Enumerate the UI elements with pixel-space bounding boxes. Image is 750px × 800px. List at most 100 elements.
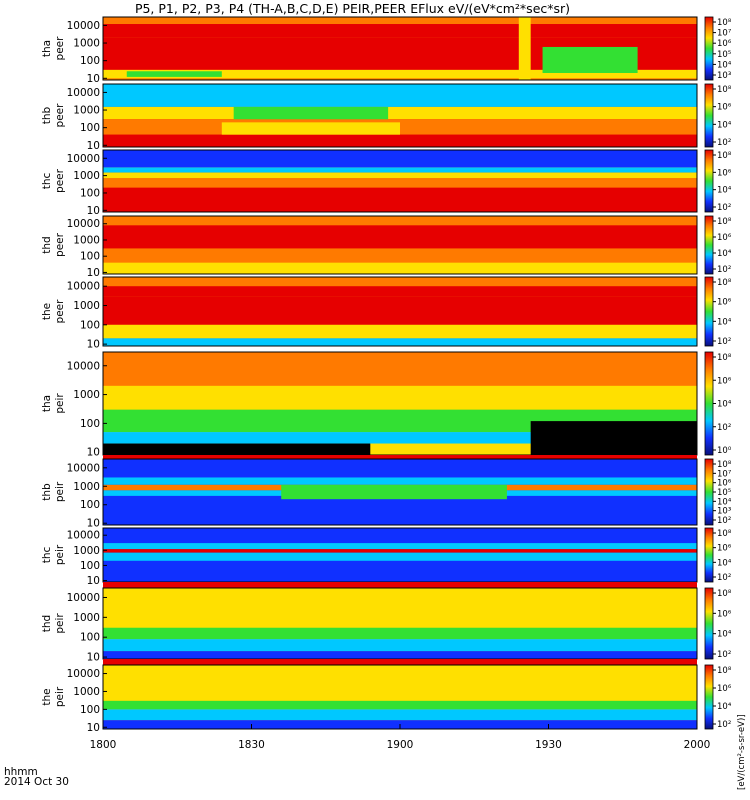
panel-probe-label: tha	[41, 40, 53, 57]
y-tick-label: 1000	[73, 545, 100, 557]
x-tick-label: 1930	[535, 739, 562, 751]
spectrogram-panel-thc-peer: 10000 1000 100 10 thc peer 10⁸ 10⁶ 10⁴ 10²	[41, 149, 732, 217]
panel-probe-label: thd	[41, 615, 53, 632]
y-tick-label: 100	[80, 632, 100, 644]
panel-frame	[102, 83, 698, 148]
panel-species-label: peir	[54, 613, 66, 634]
spectrogram-panel-thc-peir: 10000 1000 100 10 thc peir 10⁸ 10⁶ 10⁴ 10²	[41, 527, 732, 588]
panel-probe-label: thb	[41, 106, 53, 124]
colorbar-tick-label: 10⁶	[717, 544, 732, 554]
colorbar-tick-label: 10⁸	[717, 353, 732, 363]
y-tick-label: 100	[80, 251, 100, 263]
colorbar-tick-label: 10⁴	[717, 60, 732, 70]
panel-frame	[102, 458, 698, 526]
panel-species-label: peer	[54, 36, 66, 61]
y-tick-label: 1000	[73, 612, 100, 624]
y-tick-label: 10	[87, 73, 100, 85]
colorbar	[704, 527, 714, 583]
colorbar-tick-label: 10⁶	[717, 376, 732, 386]
colorbar-tick-label: 10⁴	[717, 400, 732, 410]
y-tick-label: 10000	[67, 218, 100, 230]
y-tick-label: 10000	[67, 668, 100, 680]
colorbar	[704, 351, 714, 456]
y-tick-label: 10	[87, 267, 100, 279]
panel-probe-label: the	[41, 303, 53, 320]
panel-probe-label: thb	[41, 483, 53, 501]
colorbar-tick-label: 10⁷	[717, 29, 732, 39]
colorbar	[704, 149, 714, 213]
colorbar-tick-label: 10⁴	[717, 497, 732, 507]
x-tick-label: 2000	[684, 739, 711, 751]
colorbar-tick-label: 10⁶	[717, 233, 732, 243]
colorbar-tick-label: 10⁴	[717, 558, 732, 568]
colorbar	[704, 664, 714, 730]
colorbar	[704, 276, 714, 347]
colorbar-tick-label: 10⁶	[717, 103, 732, 113]
y-tick-label: 10000	[67, 281, 100, 293]
spectrogram-panel-thb-peir: 10000 1000 100 10 thb peir 10⁸10⁷10⁶10⁵10⁴10³1…	[41, 458, 732, 530]
colorbar-tick-label: 10⁶	[717, 684, 732, 694]
y-tick-label: 10000	[67, 462, 100, 474]
x-tick-label: 1800	[90, 739, 117, 751]
panel-frame	[102, 16, 698, 81]
colorbar-tick-label: 10⁶	[717, 39, 732, 49]
y-tick-label: 10000	[67, 20, 100, 32]
time-format-label: hhmm	[4, 766, 38, 778]
y-tick-label: 10	[87, 447, 100, 459]
panel-species-label: peir	[54, 686, 66, 707]
panel-species-label: peir	[54, 544, 66, 565]
y-tick-label: 10	[87, 140, 100, 152]
y-tick-label: 100	[80, 704, 100, 716]
colorbar-tick-label: 10⁴	[717, 249, 732, 259]
y-tick-label: 10000	[67, 530, 100, 542]
colorbar-tick-label: 10²	[717, 265, 731, 275]
flag-bar	[103, 455, 697, 459]
colorbar-tick-label: 10²	[717, 138, 731, 148]
colorbar-tick-label: 10⁴	[717, 702, 732, 712]
panel-probe-label: tha	[41, 395, 53, 412]
y-tick-label: 100	[80, 319, 100, 331]
colorbar-tick-label: 10⁸	[717, 529, 732, 539]
y-tick-label: 1000	[73, 686, 100, 698]
y-tick-label: 1000	[73, 481, 100, 493]
y-tick-label: 10000	[67, 592, 100, 604]
y-tick-label: 100	[80, 418, 100, 430]
y-tick-label: 100	[80, 55, 100, 67]
y-tick-label: 100	[80, 187, 100, 199]
y-tick-label: 10000	[67, 153, 100, 165]
y-tick-label: 10	[87, 722, 100, 734]
colorbar-tick-label: 10³	[717, 71, 731, 81]
colorbar-tick-label: 10²	[717, 573, 731, 583]
y-tick-label: 100	[80, 122, 100, 134]
colorbar-tick-label: 10⁸	[717, 278, 732, 288]
panel-probe-label: thd	[41, 236, 53, 253]
colorbar-unit-label: [eV/(cm²-s-sr-eV)]	[737, 714, 747, 790]
colorbar-tick-label: 10⁰	[717, 446, 732, 456]
colorbar-tick-label: 10⁷	[717, 469, 732, 479]
colorbar-tick-label: 10⁸	[717, 589, 732, 599]
colorbar-tick-label: 10⁵	[717, 50, 731, 60]
chart-title: P5, P1, P2, P3, P4 (TH-A,B,C,D,E) PEIR,P…	[134, 1, 571, 16]
flag-bar	[103, 659, 697, 665]
colorbar-tick-label: 10⁵	[717, 488, 731, 498]
colorbar-tick-label: 10⁶	[717, 298, 732, 308]
y-tick-label: 10	[87, 518, 100, 530]
colorbar-tick-label: 10⁶	[717, 479, 732, 489]
date-label: 2014 Oct 30	[4, 776, 69, 788]
colorbar-tick-label: 10⁸	[717, 85, 732, 95]
panel-frame	[102, 276, 698, 347]
colorbar-tick-label: 10⁸	[717, 151, 732, 161]
panel-frame	[102, 149, 698, 213]
y-tick-label: 10	[87, 339, 100, 351]
y-tick-label: 10000	[67, 360, 100, 372]
y-tick-label: 10	[87, 205, 100, 217]
colorbar	[704, 16, 714, 81]
colorbar-tick-label: 10⁸	[717, 460, 732, 470]
spectrogram-panel-tha-peir: 10000 1000 100 10 tha peir 10⁸ 10⁶ 10⁴ 10² 10⁰	[41, 351, 732, 459]
panel-probe-label: thc	[41, 173, 53, 190]
y-tick-label: 1000	[73, 38, 100, 50]
y-tick-label: 1000	[73, 105, 100, 117]
spectrogram-panel-the-peer: 10000 1000 100 10 the peer 10⁸ 10⁶ 10⁴ 10²	[41, 276, 732, 351]
y-tick-label: 1000	[73, 300, 100, 312]
